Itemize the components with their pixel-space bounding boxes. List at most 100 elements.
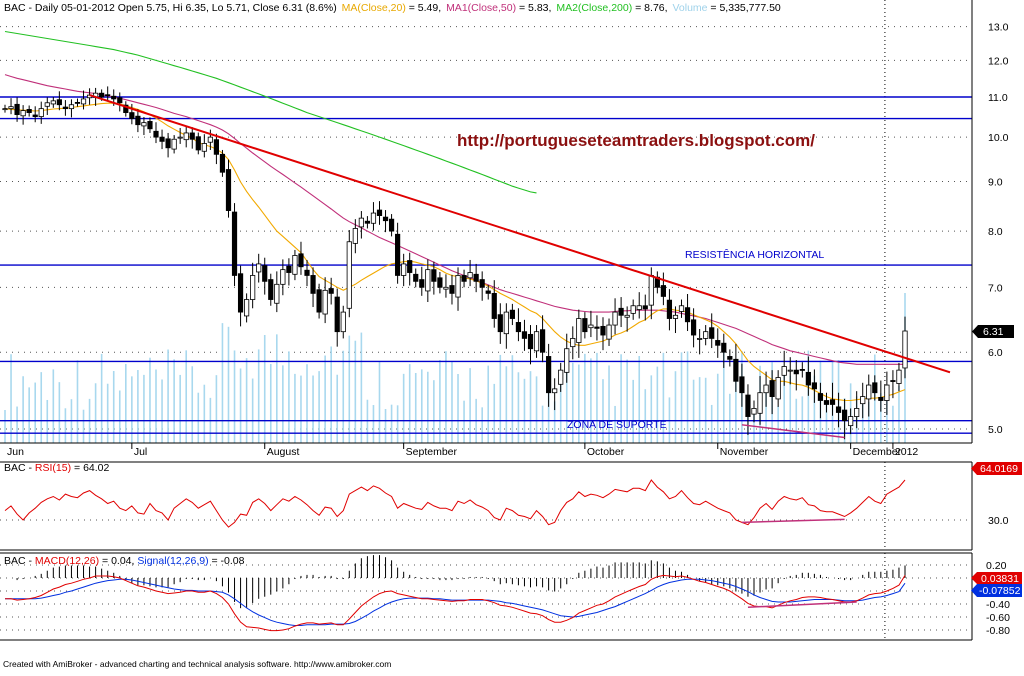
- candle-body: [250, 275, 256, 300]
- candle-body: [799, 369, 805, 371]
- macd-name: MACD(12,26): [35, 555, 99, 567]
- candle-body: [407, 260, 413, 273]
- candle-body: [8, 106, 14, 110]
- candle-body: [570, 338, 576, 348]
- candle-body: [153, 130, 159, 138]
- candle-body: [207, 136, 213, 143]
- candle-body: [630, 305, 636, 314]
- candle-body: [74, 101, 81, 104]
- x-tick-label: Jul: [134, 446, 147, 458]
- candle-body: [606, 324, 612, 340]
- ma200-line: [4, 30, 537, 194]
- candle-body: [262, 265, 268, 282]
- candle-body: [225, 169, 232, 211]
- candle-body: [334, 296, 340, 333]
- candle-body: [62, 106, 69, 110]
- rsi-tick-label: 30.0: [988, 515, 1009, 527]
- candle-body: [697, 338, 703, 340]
- candle-body: [26, 109, 32, 113]
- candle-body: [533, 331, 540, 352]
- candle-body: [546, 356, 552, 394]
- candle-body: [50, 100, 56, 105]
- macd-value: = 0.04,: [99, 555, 137, 567]
- candle-body: [509, 309, 515, 319]
- candle-body: [189, 132, 195, 140]
- moving-averages: [4, 30, 906, 402]
- signal-line: [5, 578, 906, 626]
- candle-body: [757, 392, 763, 414]
- macd-tick-label: -0.80: [986, 625, 1010, 637]
- footer-credit: Created with AmiBroker - advanced charti…: [3, 659, 391, 669]
- candle-body: [382, 216, 389, 222]
- volume-bars: [4, 293, 906, 443]
- candle-body: [866, 384, 872, 400]
- candle-body: [147, 121, 153, 130]
- candle-body: [896, 369, 902, 384]
- candle-body: [177, 136, 183, 139]
- pane-frames: [0, 0, 973, 641]
- candle-body: [672, 314, 679, 319]
- candle-body: [890, 380, 896, 382]
- candle-body: [129, 112, 135, 119]
- candle-body: [256, 263, 262, 273]
- candle-body: [539, 329, 546, 353]
- price-tick-label: 9.0: [988, 176, 1003, 188]
- rsi-name: RSI(15): [35, 462, 71, 474]
- candle-body: [485, 290, 491, 294]
- candle-body: [419, 279, 425, 288]
- candle-body: [105, 94, 111, 97]
- candle-body: [304, 269, 310, 276]
- candle-body: [624, 314, 630, 318]
- price-tick-label: 12.0: [988, 55, 1009, 67]
- x-tick-label: August: [267, 446, 300, 458]
- candle-body: [135, 115, 141, 126]
- candle-body: [848, 416, 854, 427]
- candle-body: [44, 102, 50, 107]
- ma50-label: MA1(Close,50): [446, 2, 516, 14]
- candle-body: [805, 371, 811, 386]
- candle-body: [721, 342, 727, 353]
- price-tick-label: 11.0: [988, 92, 1008, 104]
- price-tick-label: 8.0: [988, 226, 1003, 238]
- macd-tick-label: -0.40: [986, 599, 1010, 611]
- candle-body: [576, 318, 582, 343]
- ma200-label: MA2(Close,200): [556, 2, 632, 14]
- candle-body: [437, 277, 443, 288]
- candle-body: [99, 92, 105, 98]
- candle-body: [286, 265, 292, 273]
- candle-body: [2, 108, 8, 111]
- candle-body: [793, 369, 799, 375]
- candle-body: [739, 376, 745, 394]
- candle-body: [316, 289, 322, 313]
- x-tick-label: Jun: [7, 446, 24, 458]
- candle-body: [769, 380, 775, 397]
- candle-body: [38, 108, 44, 117]
- ma50-line: [4, 74, 905, 365]
- candle-body: [854, 408, 860, 417]
- candle-body: [340, 311, 346, 333]
- candle-body: [902, 330, 908, 369]
- candle-body: [111, 95, 117, 100]
- candle-body: [159, 136, 165, 142]
- rsi-pane: [4, 479, 906, 528]
- candle-body: [376, 209, 383, 216]
- rsi-value: = 64.02: [71, 462, 109, 474]
- candle-body: [497, 314, 503, 333]
- candle-body: [878, 396, 884, 401]
- candle-body: [274, 283, 280, 304]
- candle-body: [521, 331, 528, 339]
- candle-body: [715, 340, 721, 346]
- candle-body: [195, 136, 201, 151]
- macd-badge: 0.03831: [971, 572, 1022, 585]
- candle-body: [642, 305, 648, 310]
- candle-body: [183, 132, 189, 141]
- candle-body: [817, 393, 824, 401]
- candle-body: [648, 275, 654, 306]
- ma50-value: = 5.83,: [516, 2, 551, 14]
- candle-body: [787, 369, 793, 372]
- rsi-prefix: BAC -: [4, 462, 35, 474]
- candle-body: [461, 275, 467, 282]
- candle-body: [80, 98, 87, 105]
- candle-body: [213, 139, 220, 155]
- candle-body: [370, 212, 377, 224]
